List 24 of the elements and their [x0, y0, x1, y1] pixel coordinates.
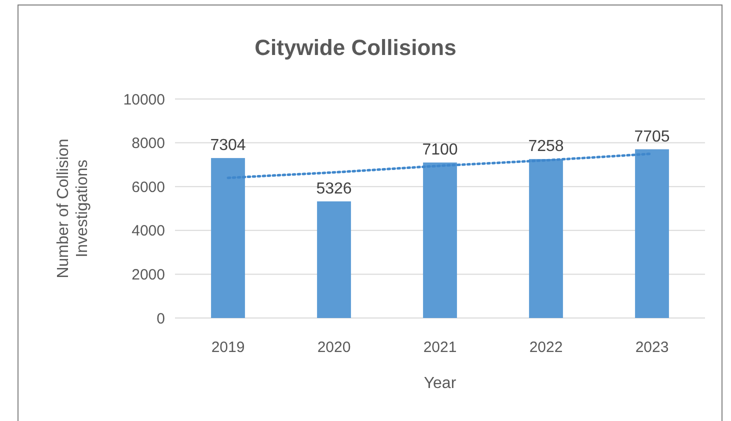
y-tick-label: 8000: [132, 135, 165, 152]
bar: [423, 162, 457, 318]
x-tick-label: 2021: [423, 339, 457, 356]
y-tick-label: 4000: [132, 222, 165, 240]
x-tick-label: 2022: [529, 339, 563, 356]
bar: [211, 158, 245, 318]
y-tick-label: 0: [156, 310, 165, 328]
y-axis-title: Number of Collision Investigations: [55, 138, 92, 278]
y-tick-label: 10000: [123, 91, 165, 108]
y-tick-label: 2000: [132, 266, 165, 284]
bar: [529, 159, 563, 318]
chart-title: Citywide Collisions: [254, 35, 456, 60]
data-label: 7100: [422, 142, 458, 159]
x-tick-label: 2023: [635, 339, 669, 356]
y-tick-label: 6000: [132, 178, 165, 196]
bar: [317, 201, 351, 318]
data-label: 7258: [528, 138, 564, 156]
data-label: 7304: [210, 137, 246, 154]
data-label: 5326: [316, 180, 352, 198]
x-tick-label: 2019: [211, 339, 245, 356]
x-tick-label: 2020: [317, 339, 351, 356]
x-axis-title: Year: [424, 375, 457, 392]
data-label: 7705: [634, 128, 670, 146]
bar: [635, 149, 669, 318]
